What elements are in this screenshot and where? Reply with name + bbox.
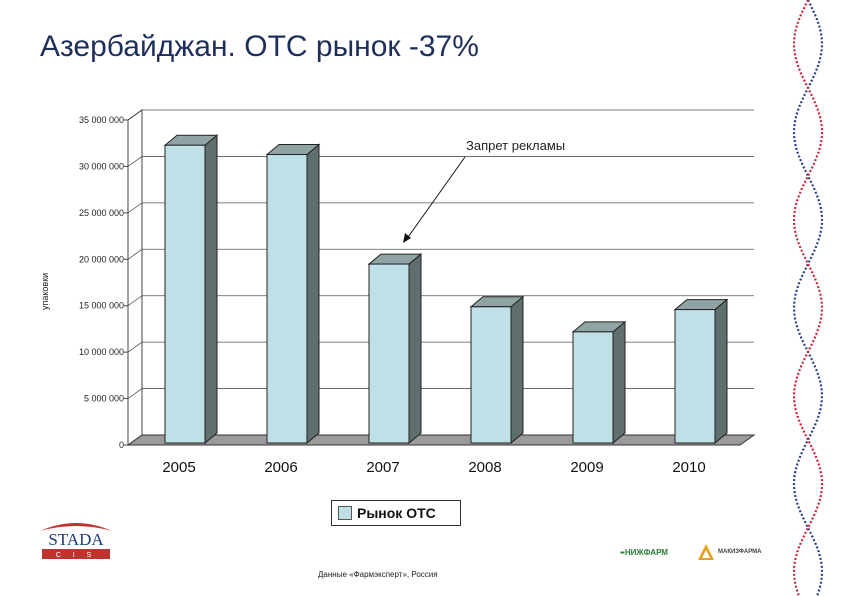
legend-label: Рынок ОТС — [357, 505, 436, 521]
makiz-name: МАКИЗФАРМА — [718, 549, 762, 555]
y-tick-label: 20 000 000 — [79, 254, 124, 264]
bar-front — [266, 154, 308, 444]
makiz-triangle-icon — [698, 544, 714, 560]
bar-front — [164, 144, 206, 444]
annotation: Запрет рекламы — [403, 138, 565, 243]
bar-side — [714, 298, 728, 445]
nizhpharm-logo: ▪▪ НИЖФАРМ — [620, 548, 668, 557]
y-tick-label: 0 — [119, 440, 124, 450]
bar-front — [470, 306, 512, 444]
gridline — [127, 341, 754, 353]
chart-back-wall-edge — [127, 109, 143, 435]
bar-front — [572, 331, 614, 444]
x-tick-label: 2009 — [570, 459, 603, 476]
source-note: Данные «Фармэксперт», Россия — [318, 570, 438, 579]
bar — [367, 253, 423, 445]
bar-front — [674, 309, 716, 444]
dna-decoration — [792, 0, 824, 596]
y-axis-label: упаковки — [40, 273, 50, 310]
bar-side — [204, 134, 218, 445]
y-tick-label: 5 000 000 — [84, 394, 124, 404]
gridline — [127, 109, 754, 121]
y-tick-label: 35 000 000 — [79, 115, 124, 125]
gridline — [127, 295, 754, 307]
legend-swatch — [338, 506, 352, 520]
bar-side — [408, 253, 422, 445]
bar-side — [510, 295, 524, 445]
y-tick-label: 30 000 000 — [79, 161, 124, 171]
stada-logo-arc — [40, 523, 112, 531]
bar-front — [368, 263, 410, 444]
x-tick-label: 2008 — [468, 459, 501, 476]
x-tick-label: 2006 — [264, 459, 297, 476]
chart-floor — [126, 434, 756, 446]
y-tick-label: 10 000 000 — [79, 347, 124, 357]
bar — [571, 320, 627, 445]
gridline — [127, 388, 754, 399]
bar-side — [612, 320, 626, 445]
chart-bars — [163, 134, 729, 445]
x-tick-label: 2010 — [672, 459, 705, 476]
stada-logo-sub: C I S — [56, 552, 97, 559]
annotation-arrow — [405, 156, 466, 241]
dna-strand-red — [792, 0, 824, 596]
nizhpharm-mark-icon: ▪▪ — [620, 548, 625, 557]
y-tick-label: 25 000 000 — [79, 208, 124, 218]
gridline — [127, 248, 754, 260]
x-tick-label: 2005 — [162, 459, 195, 476]
chart-legend: Рынок ОТС — [331, 500, 461, 526]
nizhpharm-name: НИЖФАРМ — [624, 548, 668, 557]
bar — [469, 295, 525, 445]
bar — [265, 143, 321, 445]
annotation-arrow-head — [403, 233, 411, 243]
gridline — [127, 156, 754, 167]
x-tick-label: 2007 — [366, 459, 399, 476]
stada-logo: STADA C I S — [40, 523, 112, 559]
y-tick-label: 15 000 000 — [79, 301, 124, 311]
chart-gridlines — [127, 109, 754, 446]
bar — [163, 134, 219, 445]
stada-logo-band — [42, 549, 110, 559]
chart-walls — [127, 109, 143, 445]
makiz-logo: МАКИЗФАРМА — [697, 543, 761, 561]
stada-logo-name: STADA — [48, 530, 104, 549]
dna-strand-blue — [792, 0, 824, 596]
y-axis-ticks: 0 5 000 000 10 000 000 15 000 000 20 000 000… — [79, 115, 128, 450]
x-axis-labels: 2005 2006 2007 2008 2009 2010 — [162, 459, 705, 476]
annotation-text: Запрет рекламы — [466, 138, 565, 153]
slide-title: Азербайджан. ОТС рынок -37% — [40, 30, 479, 63]
gridline — [127, 202, 754, 214]
bar — [673, 298, 729, 445]
bar-side — [306, 143, 320, 445]
chart-floor-plane — [126, 434, 756, 446]
